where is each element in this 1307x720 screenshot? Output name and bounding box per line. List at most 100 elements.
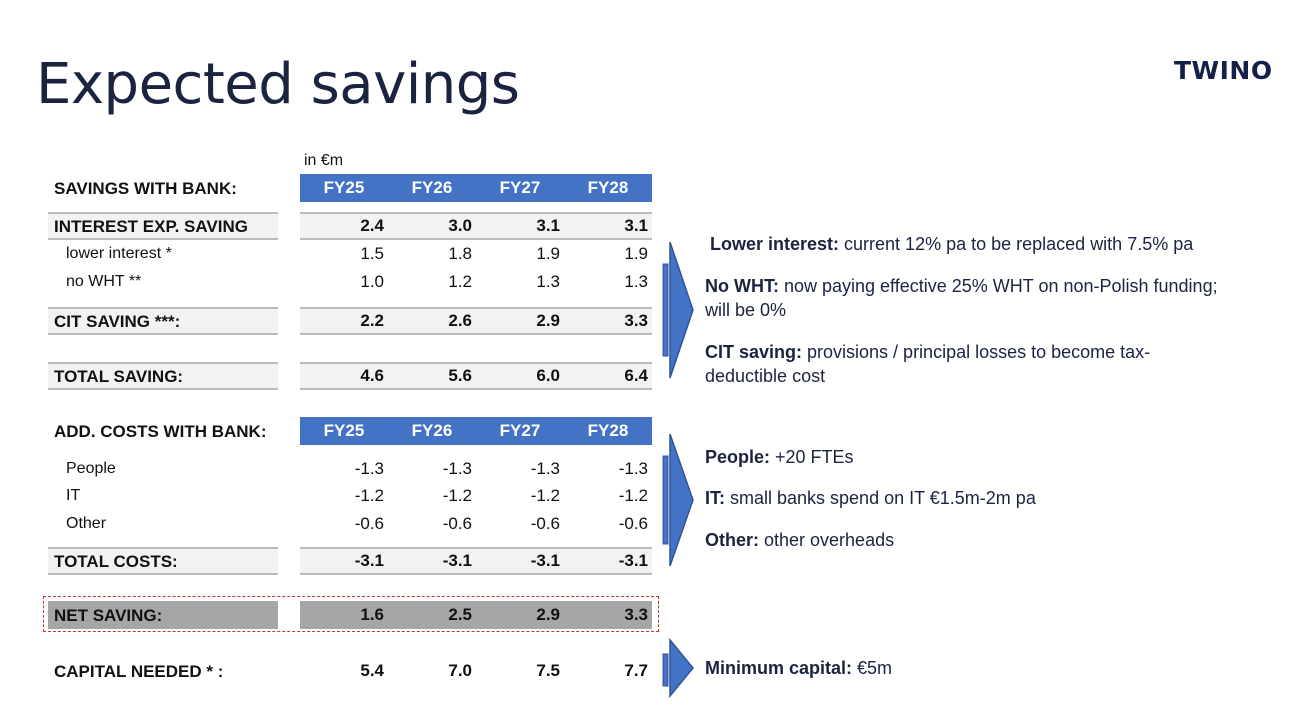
value-cell: -0.6 — [354, 514, 384, 533]
year-header-cell: FY25 — [323, 421, 365, 440]
value-cell: 4.6 — [360, 366, 384, 385]
note-text: +20 FTEs — [770, 447, 854, 467]
note-it: IT: small banks spend on IT €1.5m-2m pa — [705, 486, 1225, 510]
unit-label: in €m — [304, 152, 344, 169]
year-header-cell: FY28 — [587, 421, 629, 440]
value-cell: -1.2 — [618, 486, 648, 505]
row-label: NET SAVING: — [54, 606, 163, 625]
table-row-capital-needed: CAPITAL NEEDED * : 5.4 7.0 7.5 7.7 — [48, 657, 652, 685]
table-row-cit-saving: CIT SAVING ***: 2.2 2.6 2.9 3.3 — [48, 307, 652, 335]
note-people: People: +20 FTEs — [705, 445, 1225, 469]
value-cell: -1.3 — [618, 459, 648, 478]
table-row-people: People -1.3 -1.3 -1.3 -1.3 — [48, 455, 652, 483]
row-label: CIT SAVING ***: — [54, 312, 181, 331]
year-header-cell: FY27 — [499, 421, 541, 440]
row-label: People — [66, 460, 116, 477]
savings-header-label: SAVINGS WITH BANK: — [54, 179, 237, 198]
row-label: TOTAL COSTS: — [54, 552, 178, 571]
note-text: small banks spend on IT €1.5m-2m pa — [725, 488, 1036, 508]
value-cell: 3.3 — [624, 311, 648, 330]
row-label: TOTAL SAVING: — [54, 367, 184, 386]
table-row-net-saving: NET SAVING: 1.6 2.5 2.9 3.3 — [48, 601, 652, 629]
note-heading: Lower interest: — [710, 234, 840, 254]
note-heading: CIT saving: — [705, 342, 803, 362]
value-cell: 1.6 — [360, 605, 384, 624]
value-cell: 2.6 — [448, 311, 472, 330]
table-row-interest-exp-saving: INTEREST EXP. SAVING 2.4 3.0 3.1 3.1 — [48, 212, 652, 240]
row-label: no WHT ** — [66, 273, 142, 290]
value-cell: 3.1 — [624, 216, 648, 235]
value-cell: 2.4 — [360, 216, 384, 235]
value-cell: 1.2 — [448, 272, 472, 291]
value-cell: -3.1 — [530, 551, 560, 570]
capital-bracket-arrow-icon — [662, 638, 694, 698]
year-header-cell: FY28 — [587, 178, 629, 197]
value-cell: 7.7 — [624, 661, 648, 680]
value-cell: 7.0 — [448, 661, 472, 680]
note-text: €5m — [852, 658, 893, 678]
note-heading: Minimum capital: — [705, 658, 853, 678]
note-heading: IT: — [705, 488, 725, 508]
row-label: lower interest * — [66, 245, 172, 262]
costs-header-label: ADD. COSTS WITH BANK: — [54, 422, 267, 441]
value-cell: 1.8 — [448, 244, 472, 263]
row-label: CAPITAL NEEDED * : — [54, 662, 224, 681]
note-heading: No WHT: — [705, 276, 779, 296]
value-cell: -1.2 — [530, 486, 560, 505]
note-heading: Other: — [705, 530, 759, 550]
note-cit-saving: CIT saving: provisions / principal losse… — [705, 340, 1225, 388]
savings-bracket-arrow-icon — [662, 241, 694, 379]
value-cell: 1.5 — [360, 244, 384, 263]
net-saving-highlight-frame — [43, 596, 659, 632]
table-row-it: IT -1.2 -1.2 -1.2 -1.2 — [48, 482, 652, 510]
value-cell: 2.2 — [360, 311, 384, 330]
value-cell: -1.2 — [354, 486, 384, 505]
savings-year-header: FY25 FY26 FY27 FY28 — [300, 174, 652, 202]
value-cell: 6.4 — [624, 366, 648, 385]
note-minimum-capital: Minimum capital: €5m — [705, 656, 1225, 680]
note-other: Other: other overheads — [705, 528, 1225, 552]
twino-logo: TWINO — [1174, 56, 1273, 85]
value-cell: 1.3 — [624, 272, 648, 291]
year-header-cell: FY27 — [499, 178, 541, 197]
costs-year-header: FY25 FY26 FY27 FY28 — [300, 417, 652, 445]
note-heading: People: — [705, 447, 771, 467]
value-cell: -0.6 — [618, 514, 648, 533]
value-cell: 2.9 — [536, 605, 560, 624]
value-cell: 1.9 — [536, 244, 560, 263]
table-row-other: Other -0.6 -0.6 -0.6 -0.6 — [48, 510, 652, 538]
note-no-wht: No WHT: now paying effective 25% WHT on … — [705, 274, 1225, 322]
costs-bracket-arrow-icon — [662, 433, 694, 567]
year-header-cell: FY26 — [411, 421, 453, 440]
row-label: IT — [66, 487, 81, 504]
table-row-lower-interest: lower interest * 1.5 1.8 1.9 1.9 — [48, 240, 652, 268]
value-cell: 3.0 — [448, 216, 472, 235]
page-title: Expected savings — [36, 52, 520, 117]
value-cell: -0.6 — [442, 514, 472, 533]
value-cell: -3.1 — [354, 551, 384, 570]
value-cell: -1.3 — [442, 459, 472, 478]
value-cell: 3.1 — [536, 216, 560, 235]
value-cell: 2.9 — [536, 311, 560, 330]
value-cell: 3.3 — [624, 605, 648, 624]
note-text: other overheads — [759, 530, 895, 550]
value-cell: -3.1 — [442, 551, 472, 570]
value-cell: 7.5 — [536, 661, 560, 680]
value-cell: 1.9 — [624, 244, 648, 263]
table-row-total-saving: TOTAL SAVING: 4.6 5.6 6.0 6.4 — [48, 362, 652, 390]
value-cell: -1.2 — [442, 486, 472, 505]
note-lower-interest: Lower interest: current 12% pa to be rep… — [710, 232, 1270, 256]
note-text: current 12% pa to be replaced with 7.5% … — [839, 234, 1194, 254]
year-header-cell: FY26 — [411, 178, 453, 197]
value-cell: -1.3 — [354, 459, 384, 478]
value-cell: -0.6 — [530, 514, 560, 533]
table-row-no-wht: no WHT ** 1.0 1.2 1.3 1.3 — [48, 268, 652, 296]
value-cell: 1.0 — [360, 272, 384, 291]
value-cell: 1.3 — [536, 272, 560, 291]
table-row-total-costs: TOTAL COSTS: -3.1 -3.1 -3.1 -3.1 — [48, 547, 652, 575]
note-text: now paying effective 25% WHT on non-Poli… — [705, 276, 1218, 320]
note-text: provisions / principal losses to become … — [705, 342, 1151, 386]
year-header-cell: FY25 — [323, 178, 365, 197]
row-label: INTEREST EXP. SAVING — [54, 217, 248, 236]
value-cell: -1.3 — [530, 459, 560, 478]
